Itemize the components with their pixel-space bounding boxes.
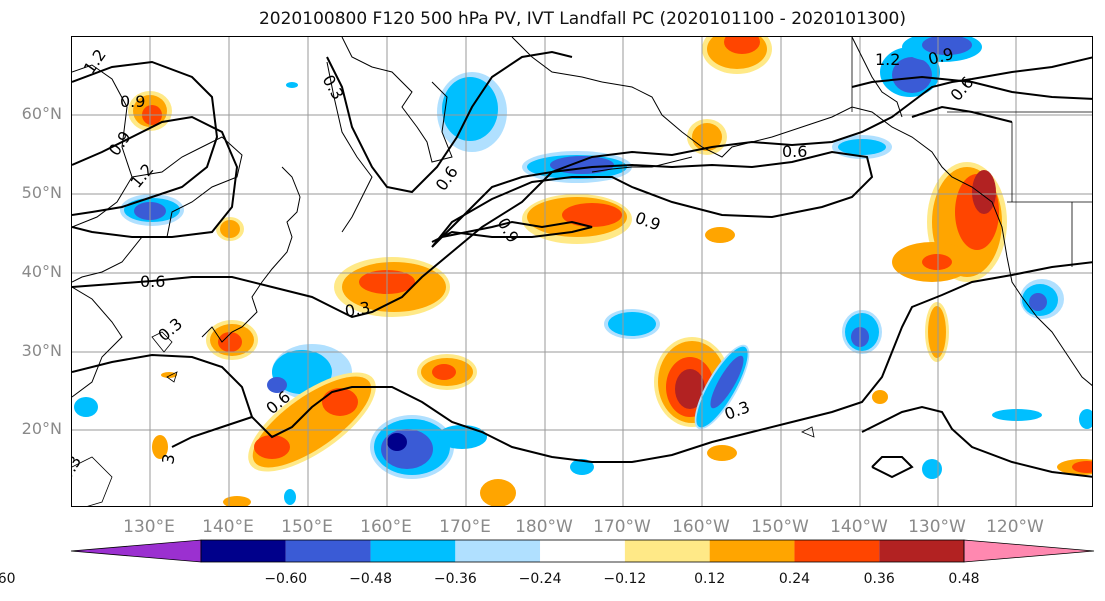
lat-label: 20°N <box>21 419 62 438</box>
map-canvas: 1.2 0.9 0.9 1.2 0.3 0.6 0.9 0.6 0.6 0.3 … <box>72 37 1092 506</box>
negative-anomaly-region <box>604 309 660 339</box>
colorbar-extend-min <box>70 539 202 563</box>
contour-label: 0.9 <box>105 128 135 160</box>
lat-label: 60°N <box>21 104 62 123</box>
lon-label: 180°W <box>515 517 573 537</box>
negative-anomaly-region <box>437 72 507 152</box>
graticule <box>72 37 1092 506</box>
positive-anomaly-region <box>417 354 477 390</box>
colorbar-tick-label: −0.24 <box>518 571 562 587</box>
contour-label: 0.3 <box>319 72 348 104</box>
colorbar-tick-label: 0.24 <box>778 571 811 587</box>
positive-anomaly-region <box>707 445 737 461</box>
positive-anomaly-region <box>216 217 244 241</box>
positive-anomaly-region <box>480 479 516 506</box>
colorbar-segment <box>709 540 795 562</box>
negative-anomaly-region <box>1020 279 1064 319</box>
colorbar-segment <box>201 540 286 562</box>
colorbar-tick-label: −0.60 <box>264 571 308 587</box>
positive-anomaly-region <box>334 257 450 317</box>
lon-label: 130°E <box>123 517 175 537</box>
contour-label: 1.2 <box>80 46 110 78</box>
contour-label: 3 <box>158 452 178 465</box>
colorbar-tick-label: −0.48 <box>349 571 392 587</box>
negative-anomaly-region <box>832 135 892 159</box>
colorbar-segment <box>455 540 541 562</box>
positive-anomaly-region <box>925 302 949 362</box>
islands <box>72 331 815 506</box>
contour-label: 1.2 <box>127 160 158 192</box>
lon-label: 170°E <box>439 517 491 537</box>
colorbar-tick-label: 0.36 <box>863 571 895 587</box>
colorbar-tick-label: −0.12 <box>603 571 647 587</box>
lat-label: 50°N <box>21 183 62 202</box>
colorbar-tick-label: 0.60 <box>0 571 16 587</box>
lon-label: 160°E <box>360 517 412 537</box>
contour-label: 0.3 <box>72 452 85 484</box>
positive-anomaly-region <box>248 372 376 472</box>
lon-label: 160°W <box>672 517 730 537</box>
negative-anomaly-region <box>370 415 487 479</box>
negative-anomaly-region <box>74 82 1092 505</box>
coastlines <box>72 37 1092 398</box>
contour-label: 0.6 <box>140 272 165 291</box>
colorbar-extend-max <box>963 539 1095 563</box>
positive-anomaly-region <box>892 162 1007 282</box>
lat-label: 30°N <box>21 341 62 360</box>
negative-anomaly-region <box>694 344 750 430</box>
colorbar-tick-label: 0.12 <box>694 571 726 587</box>
colorbar-tick-label: 0.48 <box>948 571 980 587</box>
positive-anomaly-region <box>522 194 632 244</box>
negative-anomaly-region <box>880 37 982 97</box>
lon-label: 150°W <box>751 517 809 537</box>
contour-label: 0.3 <box>343 298 371 321</box>
map-title: 2020100800 F120 500 hPa PV, IVT Landfall… <box>258 9 906 29</box>
lat-label: 40°N <box>21 262 62 281</box>
colorbar-segment <box>540 540 625 562</box>
colorbar-outline <box>200 539 965 563</box>
contour-label: 0.3 <box>154 314 186 345</box>
lon-label: 140°E <box>202 517 254 537</box>
lon-label: 120°W <box>986 517 1044 537</box>
shaded-field-layer <box>74 37 1092 506</box>
contour-label: 0.9 <box>633 208 663 235</box>
pv-contours <box>72 50 1092 479</box>
contour-label: 0.6 <box>782 142 807 161</box>
positive-anomaly-region <box>705 227 735 243</box>
colorbar-segment <box>794 540 880 562</box>
lon-label: 150°E <box>281 517 333 537</box>
contour-label: 0.9 <box>494 215 523 247</box>
colorbar-segment <box>624 540 710 562</box>
colorbar-segment <box>370 540 456 562</box>
colorbar-segment <box>879 540 964 562</box>
contour-labels: 1.2 0.9 0.9 1.2 0.3 0.6 0.9 0.6 0.6 0.3 … <box>72 44 977 484</box>
lon-label: 130°W <box>908 517 966 537</box>
lon-label: 140°W <box>830 517 888 537</box>
colorbar-segment <box>285 540 371 562</box>
contour-label: 0.9 <box>120 92 145 111</box>
colorbar-tick-label: −0.36 <box>433 571 477 587</box>
map-panel: 1.2 0.9 0.9 1.2 0.3 0.6 0.9 0.6 0.6 0.3 … <box>71 36 1093 507</box>
positive-anomaly-region <box>152 372 1092 506</box>
colorbar <box>70 539 1095 563</box>
positive-anomaly-region <box>206 320 258 360</box>
negative-anomaly-region <box>120 194 184 226</box>
lon-label: 170°W <box>593 517 651 537</box>
negative-anomaly-region <box>842 310 882 354</box>
contour-label: 0.6 <box>947 73 978 105</box>
contour-label: 1.2 <box>875 50 900 69</box>
positive-anomaly-region <box>702 37 772 74</box>
